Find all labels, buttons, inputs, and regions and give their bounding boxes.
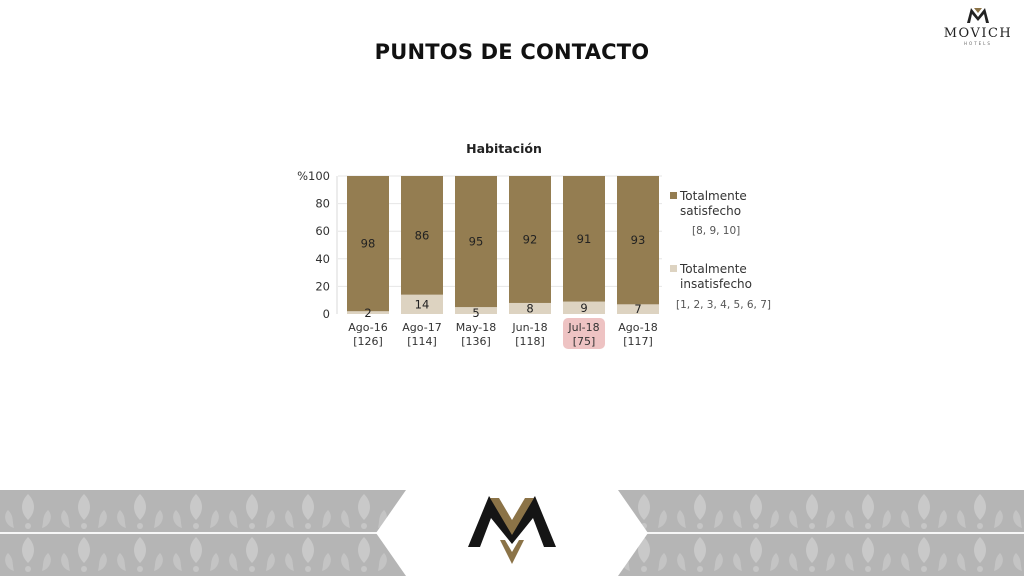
brand-subtitle: HOTELS — [964, 41, 992, 46]
x-tick-count: [117] — [623, 335, 653, 348]
data-label-satisfecho: 92 — [523, 232, 538, 246]
stacked-bar-chart: Habitación 0 20 40 60 80 %100 2 98 14 86 5 95 8 92 9 9… — [297, 141, 771, 349]
bar-insatisfecho — [563, 301, 605, 314]
legend-insatisfecho-range: [1, 2, 3, 4, 5, 6, 7] — [676, 299, 771, 311]
x-tick-label: Ago-17 — [402, 321, 441, 334]
movich-m-icon — [967, 8, 989, 23]
data-label-insatisfecho: 8 — [526, 301, 533, 315]
x-tick-count: [126] — [353, 335, 383, 348]
legend-insatisfecho-label-line1: Totalmente — [679, 262, 747, 276]
data-label-satisfecho: 93 — [631, 233, 646, 247]
highlight-box — [563, 318, 605, 349]
bar-insatisfecho — [401, 294, 443, 314]
bar-insatisfecho — [455, 307, 497, 314]
data-label-insatisfecho: 7 — [634, 302, 641, 316]
x-tick-count: [114] — [407, 335, 437, 348]
bar-satisfecho — [347, 176, 389, 312]
x-axis: Ago-16[126]Ago-17[114]May-18[136]Jun-18[… — [348, 321, 657, 348]
x-tick-label: May-18 — [456, 321, 497, 334]
legend-satisfecho-label-line1: Totalmente — [679, 189, 747, 203]
legend-satisfecho-range: [8, 9, 10] — [692, 225, 740, 237]
gridlines — [338, 175, 662, 287]
legend-satisfecho-swatch — [670, 192, 677, 199]
data-label-satisfecho: 98 — [361, 237, 376, 251]
x-tick-label: Ago-18 — [618, 321, 657, 334]
data-label-satisfecho: 95 — [469, 235, 484, 249]
legend-insatisfecho-label-line2: insatisfecho — [680, 277, 752, 291]
data-label-insatisfecho: 14 — [415, 297, 430, 311]
bar-insatisfecho — [347, 311, 389, 314]
bar-satisfecho — [563, 176, 605, 302]
data-label-satisfecho: 86 — [415, 228, 430, 242]
legend: TotalmentesatisfechoTotalmenteinsatisfec… — [670, 189, 771, 311]
y-tick-label: 60 — [315, 224, 330, 238]
bar-insatisfecho — [617, 304, 659, 314]
brand-name: MOVICH — [943, 26, 1013, 41]
data-label-insatisfecho: 2 — [364, 306, 371, 320]
y-tick-label: 80 — [315, 197, 330, 211]
x-tick-count: [75] — [573, 335, 596, 348]
x-tick-count: [118] — [515, 335, 545, 348]
footer-banner — [0, 490, 1024, 576]
legend-satisfecho-label-line2: satisfecho — [680, 204, 741, 218]
x-tick-count: [136] — [461, 335, 491, 348]
page-title: PUNTOS DE CONTACTO — [374, 40, 650, 64]
y-tick-label: 40 — [315, 252, 330, 266]
y-tick-label: 20 — [315, 279, 330, 293]
x-tick-label: Jul-18 — [567, 321, 599, 334]
bar-satisfecho — [617, 176, 659, 305]
bar-satisfecho — [455, 176, 497, 308]
x-tick-label: Ago-16 — [348, 321, 387, 334]
y-tick-label: 0 — [323, 307, 330, 321]
brand-logo: MOVICH HOTELS — [942, 6, 1014, 46]
data-label-insatisfecho: 5 — [472, 306, 479, 320]
x-tick-label: Jun-18 — [511, 321, 547, 334]
bar-labels: 2 98 14 86 5 95 8 92 9 91 7 93 — [361, 228, 646, 320]
data-label-insatisfecho: 9 — [580, 301, 587, 315]
legend-insatisfecho-swatch — [670, 265, 677, 272]
movich-logo-icon — [468, 496, 556, 564]
data-label-satisfecho: 91 — [577, 232, 592, 246]
bar-satisfecho — [401, 176, 443, 295]
y-tick-label: %100 — [297, 169, 330, 183]
highlight-layer — [563, 318, 605, 349]
y-axis: 0 20 40 60 80 %100 — [297, 169, 330, 321]
chart-title: Habitación — [466, 141, 542, 156]
bars — [347, 176, 659, 314]
bar-insatisfecho — [509, 302, 551, 314]
bar-satisfecho — [509, 176, 551, 303]
